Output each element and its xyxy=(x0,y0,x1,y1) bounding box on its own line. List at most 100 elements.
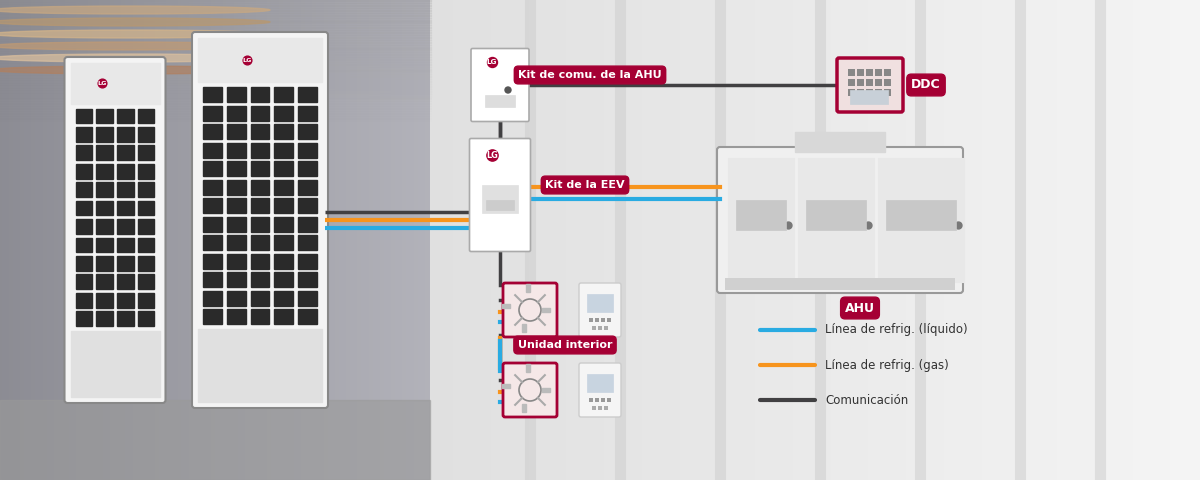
Bar xyxy=(138,238,155,252)
Bar xyxy=(96,127,113,142)
Bar xyxy=(227,161,246,176)
Bar xyxy=(522,404,526,412)
Bar xyxy=(875,69,882,76)
Bar xyxy=(203,87,222,102)
Bar xyxy=(203,309,222,324)
Bar xyxy=(875,79,882,86)
Bar xyxy=(850,90,888,104)
Text: Comunicación: Comunicación xyxy=(826,394,908,407)
Ellipse shape xyxy=(0,66,270,74)
Bar xyxy=(274,254,293,268)
Ellipse shape xyxy=(0,18,270,26)
Bar xyxy=(138,108,155,123)
Bar xyxy=(857,79,864,86)
Bar xyxy=(227,87,246,102)
Bar xyxy=(96,201,113,216)
Bar xyxy=(118,182,133,197)
Bar xyxy=(298,198,317,213)
Bar xyxy=(227,143,246,157)
Bar xyxy=(251,217,270,231)
Bar xyxy=(298,87,317,102)
Bar xyxy=(96,164,113,179)
Bar xyxy=(274,143,293,157)
Bar xyxy=(482,185,518,213)
Bar xyxy=(96,145,113,160)
Bar xyxy=(526,284,530,292)
Bar xyxy=(274,198,293,213)
Text: Kit de comu. de la AHU: Kit de comu. de la AHU xyxy=(518,70,662,80)
Bar xyxy=(486,200,514,210)
Bar xyxy=(251,291,270,306)
Bar xyxy=(203,272,222,287)
Bar xyxy=(203,254,222,268)
Bar xyxy=(96,108,113,123)
Bar xyxy=(71,331,160,397)
Bar xyxy=(485,95,515,107)
Bar xyxy=(76,201,92,216)
Bar xyxy=(542,388,550,392)
Bar xyxy=(96,182,113,197)
Bar xyxy=(251,143,270,157)
Bar xyxy=(118,164,133,179)
Bar xyxy=(118,238,133,252)
Bar xyxy=(118,127,133,142)
Bar xyxy=(274,309,293,324)
FancyBboxPatch shape xyxy=(503,283,557,337)
Bar xyxy=(736,200,786,230)
Bar xyxy=(96,256,113,271)
Bar xyxy=(76,164,92,179)
Bar xyxy=(138,201,155,216)
Bar xyxy=(298,254,317,268)
Bar xyxy=(796,132,886,152)
Bar xyxy=(274,235,293,250)
Bar xyxy=(203,217,222,231)
Bar xyxy=(227,198,246,213)
Bar xyxy=(198,38,322,83)
Bar xyxy=(298,161,317,176)
Bar xyxy=(96,275,113,289)
Bar xyxy=(274,180,293,194)
Bar xyxy=(274,161,293,176)
Bar xyxy=(76,311,92,326)
Bar xyxy=(227,254,246,268)
Bar xyxy=(118,145,133,160)
Ellipse shape xyxy=(0,30,270,38)
Bar xyxy=(251,272,270,287)
Bar xyxy=(96,293,113,308)
Bar xyxy=(118,275,133,289)
Ellipse shape xyxy=(0,54,270,62)
Bar xyxy=(76,238,92,252)
FancyBboxPatch shape xyxy=(580,283,622,337)
Bar xyxy=(96,311,113,326)
Bar xyxy=(203,198,222,213)
FancyBboxPatch shape xyxy=(838,58,904,112)
Bar xyxy=(502,384,510,388)
Bar xyxy=(76,127,92,142)
Bar xyxy=(886,200,956,230)
Bar xyxy=(728,158,794,282)
Bar xyxy=(298,235,317,250)
FancyBboxPatch shape xyxy=(580,363,622,417)
FancyBboxPatch shape xyxy=(503,363,557,417)
Bar xyxy=(866,79,874,86)
FancyBboxPatch shape xyxy=(65,57,166,403)
Text: LG: LG xyxy=(97,81,107,86)
Text: Línea de refrig. (líquido): Línea de refrig. (líquido) xyxy=(826,324,967,336)
Bar xyxy=(875,89,882,96)
Bar xyxy=(118,108,133,123)
Bar xyxy=(587,294,613,312)
Text: LG: LG xyxy=(486,151,498,159)
Bar xyxy=(96,219,113,234)
Bar xyxy=(274,124,293,139)
Bar xyxy=(227,291,246,306)
Bar xyxy=(96,238,113,252)
Bar xyxy=(76,145,92,160)
Bar xyxy=(76,219,92,234)
Bar xyxy=(118,311,133,326)
Bar xyxy=(203,106,222,120)
Bar xyxy=(203,124,222,139)
Bar xyxy=(274,87,293,102)
Bar xyxy=(274,106,293,120)
Bar xyxy=(138,256,155,271)
Bar xyxy=(251,254,270,268)
